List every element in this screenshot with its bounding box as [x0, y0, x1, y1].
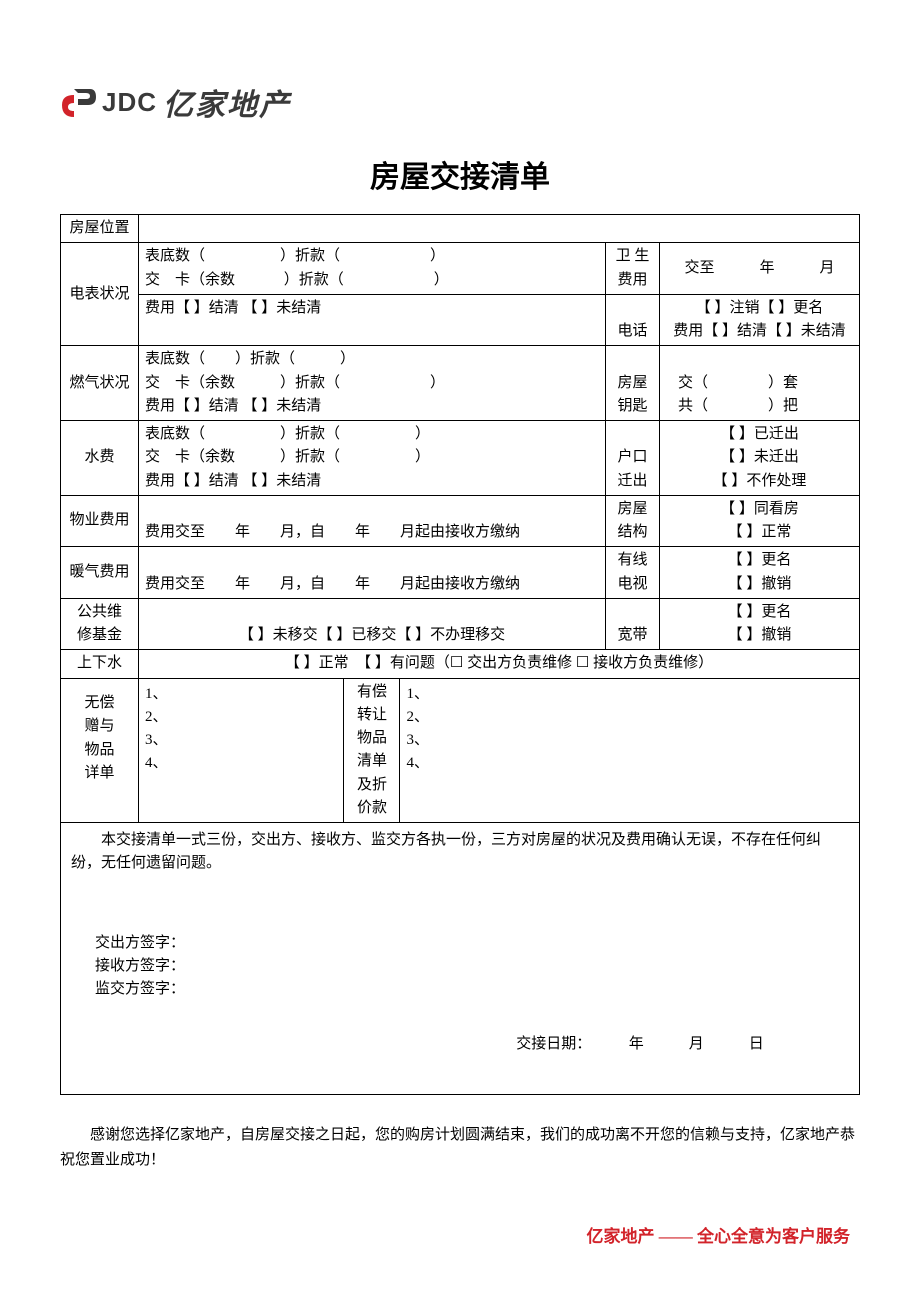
label-electric: 电表状况 [61, 243, 139, 346]
declaration-para: 本交接清单一式三份，交出方、接收方、监交方各执一份，三方对房屋的状况及费用确认无… [71, 829, 849, 876]
value-electric-bottom[interactable]: 费用【 】结清 【 】未结清 [139, 294, 606, 346]
row-plumbing: 上下水 【 】正常 【 】有问题（☐ 交出方负责维修 ☐ 接收方负责维修） [61, 650, 860, 678]
value-paid-transfer[interactable]: 1、 2、 3、 4、 [400, 678, 860, 823]
label-broadband: 宽带 [605, 598, 659, 650]
row-declaration: 本交接清单一式三份，交出方、接收方、监交方各执一份，三方对房屋的状况及费用确认无… [61, 823, 860, 1095]
label-paid-transfer: 有偿转让物品清单及折价款 [344, 678, 400, 823]
label-phone: 电话 [605, 294, 659, 346]
handover-form-table: 房屋位置 电表状况 表底数（ ）折款（ ） 交 卡（余数 ）折款（ ） 卫 生费… [60, 214, 860, 1095]
value-hukou[interactable]: 【 】已迁出 【 】未迁出 【 】不作处理 [659, 421, 859, 496]
label-structure: 房屋结构 [605, 495, 659, 547]
value-sanitation[interactable]: 交至 年 月 [659, 243, 859, 295]
page-container: JDC 亿家地产 房屋交接清单 房屋位置 电表状况 表底数（ ）折款（ ） 交 … [0, 0, 920, 1307]
value-public-fund[interactable]: 【 】未移交【 】已移交【 】不办理移交 [139, 598, 606, 650]
value-plumbing[interactable]: 【 】正常 【 】有问题（☐ 交出方负责维修 ☐ 接收方负责维修） [139, 650, 860, 678]
page-title: 房屋交接清单 [60, 152, 860, 196]
row-location: 房屋位置 [61, 215, 860, 243]
signature-block: 交出方签字： 接收方签字： 监交方签字： [95, 932, 849, 1002]
sig-line-3[interactable]: 监交方签字： [95, 978, 849, 1001]
value-broadband[interactable]: 【 】更名 【 】撤销 [659, 598, 859, 650]
value-property-fee[interactable]: 费用交至 年 月，自 年 月起由接收方缴纳 [139, 495, 606, 547]
value-electric-top[interactable]: 表底数（ ）折款（ ） 交 卡（余数 ）折款（ ） [139, 243, 606, 295]
label-free-gift: 无偿赠与物品详单 [61, 678, 139, 823]
slogan: 亿家地产 —— 全心全意为客户服务 [60, 1222, 860, 1247]
label-heating-fee: 暖气费用 [61, 547, 139, 599]
sig-line-2[interactable]: 接收方签字： [95, 955, 849, 978]
value-location[interactable] [139, 215, 860, 243]
value-heating-fee[interactable]: 费用交至 年 月，自 年 月起由接收方缴纳 [139, 547, 606, 599]
label-location: 房屋位置 [61, 215, 139, 243]
label-keys: 房屋钥匙 [605, 346, 659, 421]
logo-icon [60, 87, 96, 117]
row-item-lists: 无偿赠与物品详单 1、 2、 3、 4、 有偿转让物品清单及折价款 1、 2、 … [61, 678, 860, 823]
logo-area: JDC 亿家地产 [60, 80, 860, 124]
value-gas[interactable]: 表底数（ ）折款（ ） 交 卡（余数 ）折款（ ） 费用【 】结清 【 】未结清 [139, 346, 606, 421]
label-sanitation: 卫 生费用 [605, 243, 659, 295]
logo-text-en: JDC [102, 87, 157, 118]
declaration-cell: 本交接清单一式三份，交出方、接收方、监交方各执一份，三方对房屋的状况及费用确认无… [61, 823, 860, 1095]
label-water: 水费 [61, 421, 139, 496]
logo-text-cn: 亿家地产 [163, 80, 291, 124]
row-water: 水费 表底数（ ）折款（ ） 交 卡（余数 ）折款（ ） 费用【 】结清 【 】… [61, 421, 860, 496]
row-gas: 燃气状况 表底数（ ）折款（ ） 交 卡（余数 ）折款（ ） 费用【 】结清 【… [61, 346, 860, 421]
handover-date[interactable]: 交接日期： 年 月 日 [71, 1033, 849, 1056]
footer-note: 感谢您选择亿家地产，自房屋交接之日起，您的购房计划圆满结束，我们的成功离不开您的… [60, 1123, 860, 1174]
row-electric: 电表状况 表底数（ ）折款（ ） 交 卡（余数 ）折款（ ） 卫 生费用 交至 … [61, 243, 860, 295]
value-cabletv[interactable]: 【 】更名 【 】撤销 [659, 547, 859, 599]
label-cabletv: 有线电视 [605, 547, 659, 599]
value-keys[interactable]: 交（ ）套 共（ ）把 [659, 346, 859, 421]
label-public-fund: 公共维修基金 [61, 598, 139, 650]
row-heating-fee: 暖气费用 费用交至 年 月，自 年 月起由接收方缴纳 有线电视 【 】更名 【 … [61, 547, 860, 599]
label-gas: 燃气状况 [61, 346, 139, 421]
row-property-fee: 物业费用 费用交至 年 月，自 年 月起由接收方缴纳 房屋结构 【 】同看房 【… [61, 495, 860, 547]
sig-line-1[interactable]: 交出方签字： [95, 932, 849, 955]
value-free-gift[interactable]: 1、 2、 3、 4、 [139, 678, 344, 823]
row-public-fund: 公共维修基金 【 】未移交【 】已移交【 】不办理移交 宽带 【 】更名 【 】… [61, 598, 860, 650]
value-water[interactable]: 表底数（ ）折款（ ） 交 卡（余数 ）折款（ ） 费用【 】结清 【 】未结清 [139, 421, 606, 496]
value-structure[interactable]: 【 】同看房 【 】正常 [659, 495, 859, 547]
label-property-fee: 物业费用 [61, 495, 139, 547]
row-electric-2: 费用【 】结清 【 】未结清 电话 【 】注销【 】更名 费用【 】结清【 】未… [61, 294, 860, 346]
value-phone[interactable]: 【 】注销【 】更名 费用【 】结清【 】未结清 [659, 294, 859, 346]
label-hukou: 户口迁出 [605, 421, 659, 496]
label-plumbing: 上下水 [61, 650, 139, 678]
